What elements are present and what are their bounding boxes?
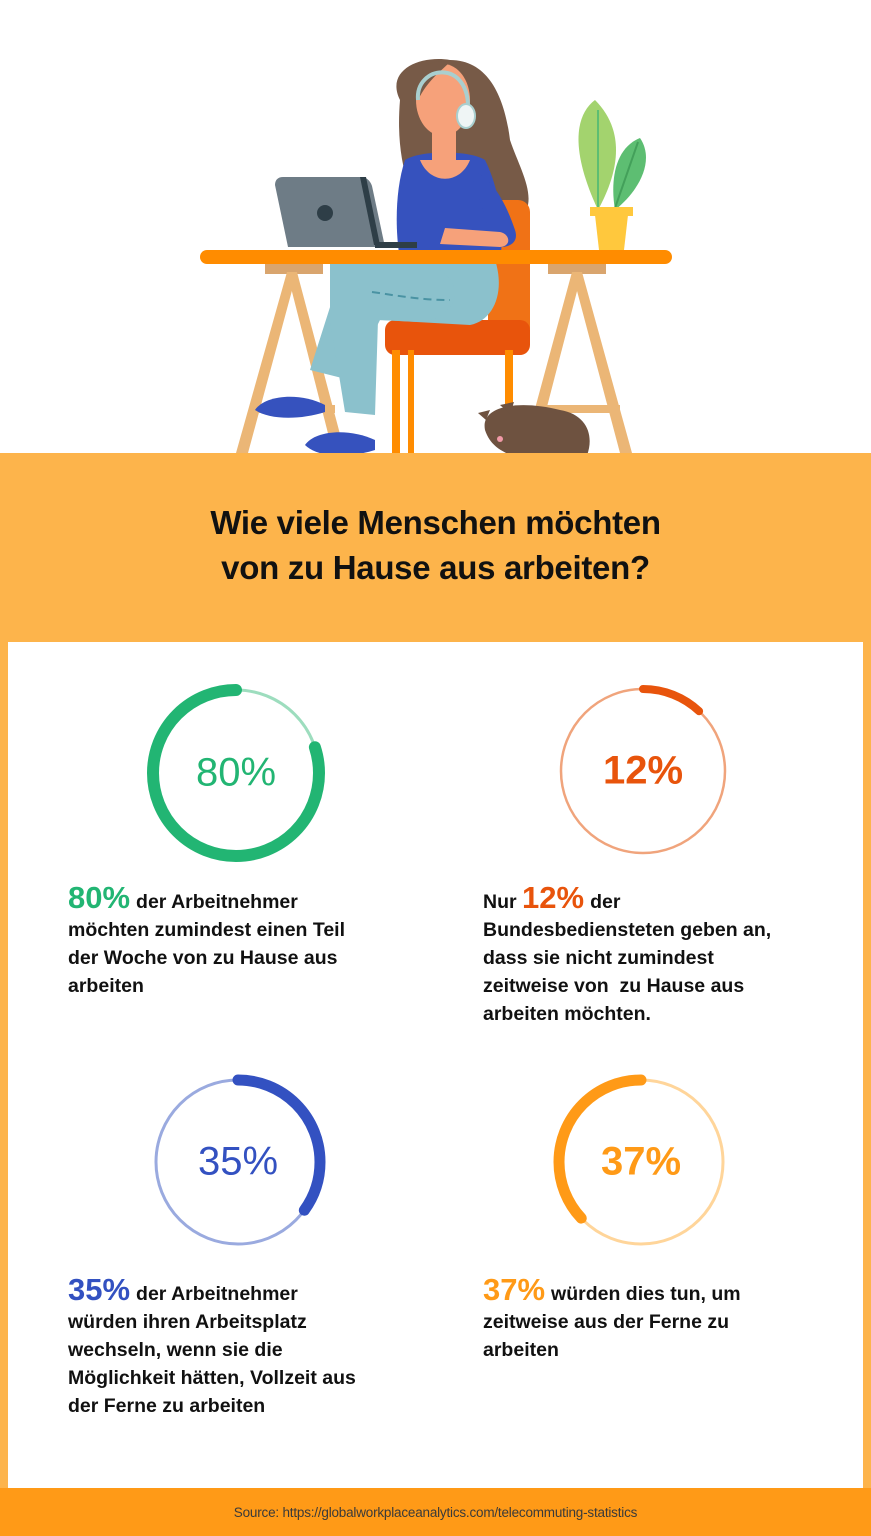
stat-35-line: der Arbeitnehmer [136,1283,298,1305]
page-title: Wie viele Menschen möchten von zu Hause … [0,500,871,590]
ring-80-label: 80% [195,750,277,795]
headphones-icon [415,70,476,129]
source-footer: Source: https://globalworkplaceanalytics… [0,1488,871,1536]
stat-37-line: würden dies tun, um [551,1283,741,1305]
stat-35-text: 35% der Arbeitnehmer würden ihren Arbeits… [68,1274,458,1420]
stat-12-prefix: Nur [483,891,517,913]
desk-icon [200,250,672,264]
stat-37-line: zeitweise aus der Ferne zu [483,1311,730,1333]
stat-12-line: der [590,891,621,913]
stat-12-text: Nur 12% der Bundesbediensteten geben an, … [483,882,863,1028]
ring-37-icon [553,1074,729,1250]
title-band [0,453,871,643]
progress-ring-37: 37% [553,1074,729,1250]
cat-icon [478,402,590,455]
stat-35-line: Möglichkeit hätten, Vollzeit aus [68,1367,356,1389]
stat-37-line: arbeiten [483,1339,559,1361]
stat-12-line: Bundesbediensteten geben an, [483,919,772,941]
title-line-1: Wie viele Menschen möchten [210,504,661,541]
stat-80-line: der Arbeitnehmer [136,891,298,913]
stat-12-line: zeitweise von zu Hause aus [483,975,745,997]
right-border [863,640,871,1488]
slippers-icon [255,396,375,455]
stat-35-highlight: 35% [68,1272,131,1307]
stat-35-line: würden ihren Arbeitsplatz [68,1311,307,1333]
ring-37-label: 37% [600,1139,682,1184]
left-border [0,640,8,1488]
progress-ring-12: 12% [557,685,729,857]
progress-ring-35: 35% [150,1074,326,1250]
stat-80-line: der Woche von zu Hause aus [68,947,338,969]
stat-80-line: arbeiten [68,975,144,997]
stat-12-line: dass sie nicht zumindest [483,947,714,969]
stat-80-line: möchten zumindest einen Teil [68,919,346,941]
stat-80-highlight: 80% [68,880,131,915]
title-line-2: von zu Hause aus arbeiten? [221,549,650,586]
laptop-icon [275,177,417,248]
stat-35-line: der Ferne zu arbeiten [68,1395,266,1417]
plant-icon [578,100,646,250]
stat-12-highlight: 12% [522,880,585,915]
stat-12-line: arbeiten möchten. [483,1003,651,1025]
stat-37-text: 37% würden dies tun, um zeitweise aus der… [483,1274,863,1364]
ring-80-icon [147,684,325,862]
ring-12-label: 12% [602,748,684,793]
ring-35-icon [150,1074,326,1250]
illustration-woman-working-from-home [200,59,672,455]
ring-12-icon [557,685,729,857]
stat-37-highlight: 37% [483,1272,546,1307]
stat-80-text: 80% der Arbeitnehmer möchten zumindest ei… [68,882,448,1000]
ring-35-label: 35% [197,1139,279,1184]
stat-35-line: wechseln, wenn sie die [68,1339,283,1361]
source-link[interactable]: Source: https://globalworkplaceanalytics… [233,1504,638,1520]
progress-ring-80: 80% [146,683,326,863]
